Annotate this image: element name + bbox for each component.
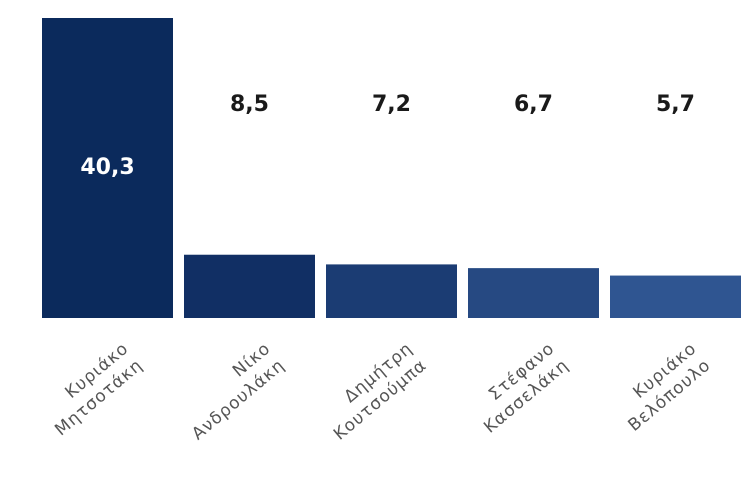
- bar: [468, 268, 599, 318]
- value-label: 5,7: [656, 92, 695, 117]
- value-label: 8,5: [230, 92, 269, 117]
- value-label: 6,7: [514, 92, 553, 117]
- category-label: ΚυριάκοΒελόπουλο: [610, 339, 715, 436]
- bar: [42, 18, 173, 318]
- category-label: ΔημήτρηΚουτσούμπα: [316, 339, 431, 445]
- bar: [326, 264, 457, 318]
- category-label: ΣτέφανοΚασσελάκη: [466, 339, 573, 438]
- bar: [610, 275, 741, 318]
- value-label: 7,2: [372, 92, 411, 117]
- category-label: ΚυριάκοΜητσοτάκη: [37, 339, 147, 441]
- category-label: ΝίκοΑνδρουλάκη: [174, 339, 289, 445]
- value-label: 40,3: [80, 155, 134, 180]
- bar: [184, 254, 315, 318]
